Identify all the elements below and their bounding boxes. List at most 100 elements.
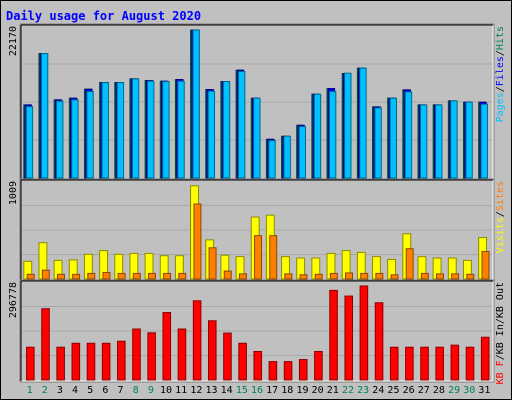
bar-sites-3 — [56, 273, 65, 280]
bar-pages-30 — [465, 101, 473, 179]
bar-pages-12 — [192, 29, 200, 179]
bar-sites-11 — [178, 272, 187, 280]
day-label-6: 6 — [102, 385, 108, 396]
bar-sites-10 — [163, 272, 172, 280]
bar-sites-5 — [87, 272, 96, 280]
bar-pages-18 — [283, 135, 291, 179]
bar-pages-8 — [131, 78, 140, 179]
day-label-10: 10 — [160, 385, 172, 396]
bar-pages-2 — [40, 53, 49, 179]
bar-kb-f-16 — [253, 350, 263, 381]
day-label-19: 19 — [296, 385, 308, 396]
bar-pages-21 — [328, 91, 337, 179]
panel-legend: KB F/KB In/KB Out — [495, 282, 506, 384]
bar-pages-22 — [344, 72, 352, 179]
day-label-23: 23 — [357, 385, 369, 396]
bar-sites-29 — [451, 273, 460, 280]
bar-pages-6 — [101, 82, 109, 179]
day-label-11: 11 — [175, 385, 187, 396]
bar-kb-f-2 — [41, 308, 50, 381]
bar-pages-11 — [177, 80, 185, 179]
bar-pages-31 — [480, 103, 488, 179]
bar-kb-f-6 — [101, 342, 111, 381]
panel-legend-entry: Pages — [495, 92, 506, 122]
bar-sites-31 — [481, 251, 490, 280]
bar-kb-f-22 — [344, 295, 354, 381]
bar-kb-f-9 — [147, 332, 156, 381]
panel-legend-entry: KB In — [495, 324, 506, 354]
day-label-2: 2 — [42, 385, 48, 396]
bar-sites-24 — [375, 272, 384, 280]
day-label-16: 16 — [251, 385, 263, 396]
panel-legend-entry: / — [495, 50, 506, 56]
day-label-24: 24 — [372, 385, 384, 396]
bar-kb-f-20 — [314, 350, 323, 381]
day-label-8: 8 — [133, 385, 139, 396]
day-label-28: 28 — [433, 385, 445, 396]
bar-sites-16 — [254, 235, 263, 280]
bar-pages-17 — [268, 140, 276, 179]
panel-legend-entry: Hits — [495, 26, 506, 50]
panel-bottom: 296778 KB F/KB In/KB Out — [8, 279, 506, 384]
bar-sites-18 — [284, 273, 293, 280]
bar-kb-f-8 — [132, 328, 141, 381]
chart-background — [1, 1, 511, 399]
bar-kb-f-26 — [405, 346, 414, 381]
bar-kb-f-18 — [283, 361, 293, 381]
day-label-30: 30 — [463, 385, 475, 396]
panel-legend-entry: / — [495, 86, 506, 92]
panel-legend: Visits/Sites — [495, 181, 506, 253]
day-label-26: 26 — [403, 385, 415, 396]
bar-pages-15 — [238, 71, 246, 179]
day-label-20: 20 — [312, 385, 324, 396]
bar-pages-28 — [435, 104, 443, 179]
bar-pages-7 — [116, 82, 125, 179]
bar-sites-26 — [405, 248, 414, 280]
bar-pages-27 — [419, 104, 428, 179]
bar-kb-f-21 — [329, 289, 338, 381]
panel-axis-max-label: 296778 — [8, 282, 19, 318]
bar-sites-15 — [238, 273, 247, 280]
bar-kb-f-17 — [268, 361, 278, 381]
panel-legend-entry: / — [495, 211, 506, 217]
bar-pages-29 — [450, 100, 458, 179]
bar-kb-f-31 — [480, 336, 490, 381]
bar-sites-4 — [72, 273, 81, 280]
bar-pages-24 — [374, 107, 382, 179]
bar-kb-f-15 — [238, 342, 247, 381]
bar-kb-f-7 — [117, 340, 126, 381]
bar-pages-19 — [298, 126, 307, 179]
bar-pages-26 — [404, 91, 413, 179]
bar-sites-27 — [420, 272, 429, 280]
bar-kb-f-30 — [465, 346, 475, 381]
bar-pages-5 — [86, 91, 94, 179]
day-label-25: 25 — [387, 385, 399, 396]
day-label-3: 3 — [57, 385, 63, 396]
day-label-27: 27 — [418, 385, 430, 396]
bar-sites-30 — [466, 273, 475, 280]
bar-kb-f-24 — [374, 302, 384, 381]
bar-sites-1 — [26, 273, 35, 280]
bar-sites-7 — [117, 272, 126, 280]
bar-kb-f-28 — [435, 346, 444, 381]
bar-pages-9 — [147, 80, 155, 179]
bar-pages-25 — [389, 97, 397, 179]
bar-pages-16 — [253, 97, 261, 179]
bar-sites-28 — [436, 273, 444, 280]
panel-legend-entry: Visits — [495, 217, 506, 253]
bar-sites-8 — [132, 272, 141, 280]
panel-frame-outer — [19, 279, 495, 383]
bar-pages-10 — [162, 81, 170, 179]
day-label-17: 17 — [266, 385, 278, 396]
panel-legend-entry: KB Out — [495, 282, 506, 318]
day-label-29: 29 — [448, 385, 460, 396]
day-label-4: 4 — [72, 385, 78, 396]
bar-kb-f-13 — [207, 320, 217, 381]
day-label-22: 22 — [342, 385, 354, 396]
bar-pages-4 — [71, 99, 79, 179]
bar-pages-20 — [313, 93, 322, 179]
chart-panels: 22170Pages/Files/Hits1009Visits/Sites296… — [8, 23, 506, 384]
bar-sites-21 — [329, 272, 338, 280]
